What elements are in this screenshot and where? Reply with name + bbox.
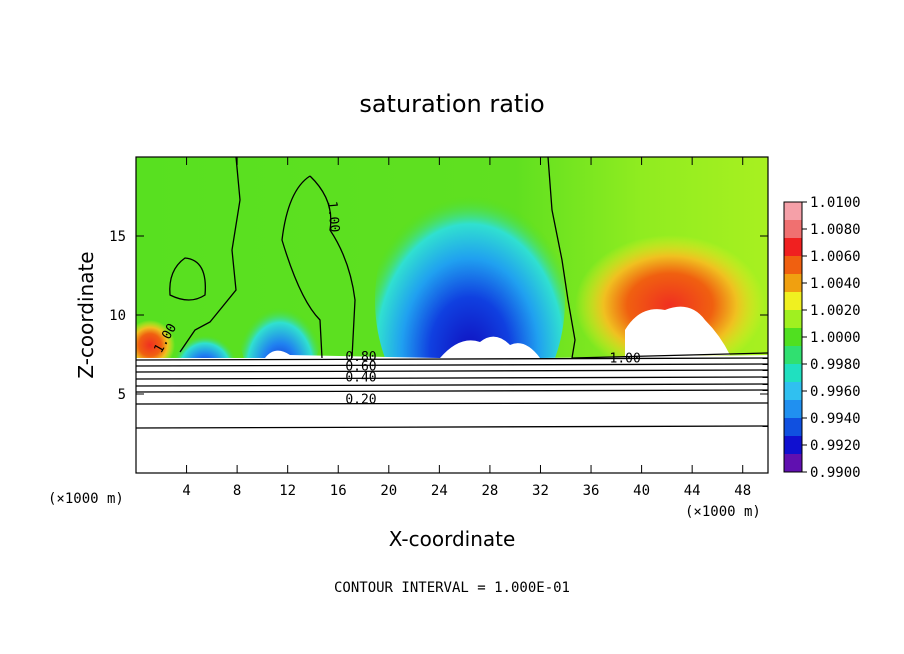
colorbar-label: 0.9960 [810, 384, 861, 400]
y-axis-label: Z-coordinate [74, 251, 98, 378]
x-tick-label: 48 [734, 483, 751, 499]
colorbar-swatch [784, 436, 802, 455]
colorbar-swatch [784, 220, 802, 239]
colorbar-swatch [784, 382, 802, 401]
colorbar-label: 1.0000 [810, 330, 861, 346]
y-tick-label: 15 [109, 229, 126, 245]
x-tick-label: 32 [532, 483, 549, 499]
cloud-mask [625, 306, 730, 358]
x-tick-label: 12 [279, 483, 296, 499]
colorbar-swatch [784, 310, 802, 329]
x-axis-ticks: 4 8 12 16 20 24 28 32 36 40 44 48 [182, 157, 751, 499]
colorbar-label: 0.9980 [810, 357, 861, 373]
colorbar-swatch [784, 328, 802, 347]
contour-interval-note: CONTOUR INTERVAL = 1.000E-01 [334, 580, 570, 596]
contour-label: 0.20 [345, 392, 376, 407]
x-tick-label: 8 [233, 483, 241, 499]
x-unit-left: (×1000 m) [48, 491, 124, 507]
y-tick-label: 5 [118, 387, 126, 403]
colorbar-swatch [784, 418, 802, 437]
contour-label: 1.00 [610, 351, 641, 366]
chart-title: saturation ratio [359, 90, 544, 118]
colorbar-label: 1.0100 [810, 195, 861, 211]
colorbar-swatch [784, 238, 802, 257]
x-axis-label: X-coordinate [389, 527, 516, 551]
colorbar-swatch [784, 256, 802, 275]
contour-label: 1.00 [324, 200, 342, 233]
x-tick-label: 40 [633, 483, 650, 499]
colorbar: 1.0100 1.0080 1.0060 1.0040 1.0020 1.0000 0.99… [783, 195, 861, 481]
x-tick-label: 16 [330, 483, 347, 499]
x-tick-label: 44 [684, 483, 701, 499]
field-supersat-core-2 [136, 320, 175, 370]
colorbar-label: 1.0060 [810, 249, 861, 265]
colorbar-swatch [784, 400, 802, 419]
y-axis-ticks: 5 10 15 [109, 229, 768, 403]
colorbar-label: 1.0020 [810, 303, 861, 319]
contour-label: 0.80 [345, 350, 376, 365]
colorbar-label: 1.0080 [810, 222, 861, 238]
colorbar-label: 0.9900 [810, 465, 861, 481]
plot-area [136, 157, 768, 473]
colorbar-label: 0.9920 [810, 438, 861, 454]
x-tick-label: 28 [481, 483, 498, 499]
x-tick-label: 4 [182, 483, 190, 499]
colorbar-label: 1.0040 [810, 276, 861, 292]
colorbar-swatch [784, 274, 802, 293]
x-tick-label: 24 [431, 483, 448, 499]
colorbar-swatch [784, 346, 802, 365]
x-tick-label: 36 [583, 483, 600, 499]
colorbar-label: 0.9940 [810, 411, 861, 427]
x-tick-label: 20 [380, 483, 397, 499]
contour-label: 0.40 [345, 370, 376, 385]
colorbar-swatch [784, 202, 802, 221]
y-tick-label: 10 [109, 308, 126, 324]
colorbar-swatch [784, 364, 802, 383]
contours [136, 157, 768, 429]
x-unit-right: (×1000 m) [685, 504, 761, 520]
colorbar-swatch [784, 292, 802, 311]
contour-label: 0.60 [345, 359, 376, 374]
colorbar-swatch [784, 454, 802, 473]
